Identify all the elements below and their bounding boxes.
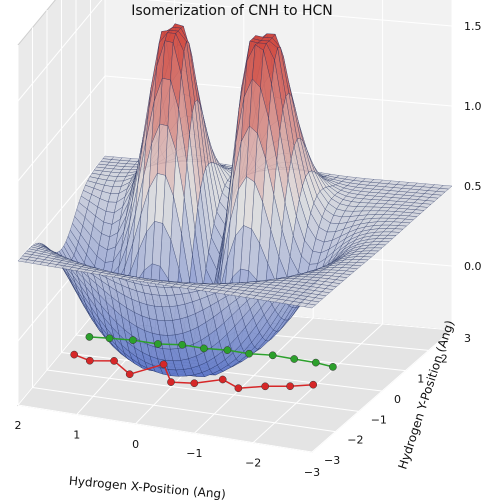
x-tick-label: 2 [15,419,22,432]
floor-grid-line [17,404,313,453]
path-point [129,336,137,344]
path-point [154,340,162,348]
x-tick-label: 0 [132,438,139,451]
path-point [110,357,118,365]
path-point [105,334,114,343]
path-point [167,378,175,386]
path-point [329,363,337,371]
path-point [261,382,270,391]
side-grid-line [17,155,106,262]
x-tick-label: 1 [73,428,80,441]
y-tick-label: 1 [417,373,424,386]
axis-ticks: 2 1 0 −1 −2 −3 −3 −2 −1 0 1 2 3 1.5 1.0 0.5 0.0 [15,20,482,479]
path-point [218,375,227,384]
floor-grid-line [46,369,359,412]
reaction-paths [70,333,337,393]
path-line-0 [73,353,314,389]
path-point [159,360,168,369]
path-point [223,346,232,354]
y-tick-label: 0 [394,393,401,406]
z-tick-label: 0.5 [464,180,482,193]
path-point [268,351,277,360]
z-tick-label: 1.0 [464,100,482,113]
path-point [190,379,199,388]
side-grid-line [17,0,103,102]
path-point [200,344,208,353]
z-tick-label: 0.0 [464,260,482,273]
side-grid-line [17,75,106,182]
path-point [286,382,294,391]
surface-facet [304,303,317,309]
y-tick-label: −1 [371,413,387,426]
path-point [309,380,318,389]
path-point [85,333,94,341]
y-tick-label: 2 [441,352,448,365]
chart-title: Isomerization of CNH to HCN [131,3,333,19]
path-point [311,358,320,367]
z-tick-label: 1.5 [464,20,482,33]
path-point [85,356,94,365]
path-point [70,350,79,359]
back-grid-line [145,0,453,27]
y-tick-label: −2 [347,434,363,447]
path-point [125,370,134,379]
path-point [178,340,187,349]
surface-mesh [17,22,453,378]
path-point [234,384,243,393]
y-tick-label: 3 [464,332,471,345]
path-point [245,349,253,358]
floor-grid-line [32,387,336,433]
x-tick-label: −3 [304,466,320,479]
path-point [290,355,299,363]
x-tick-label: −1 [186,447,202,460]
y-tick-label: −3 [324,454,340,467]
x-axis-label: Hydrogen X-Position (Ang) [68,474,226,500]
x-tick-label: −2 [245,457,261,470]
